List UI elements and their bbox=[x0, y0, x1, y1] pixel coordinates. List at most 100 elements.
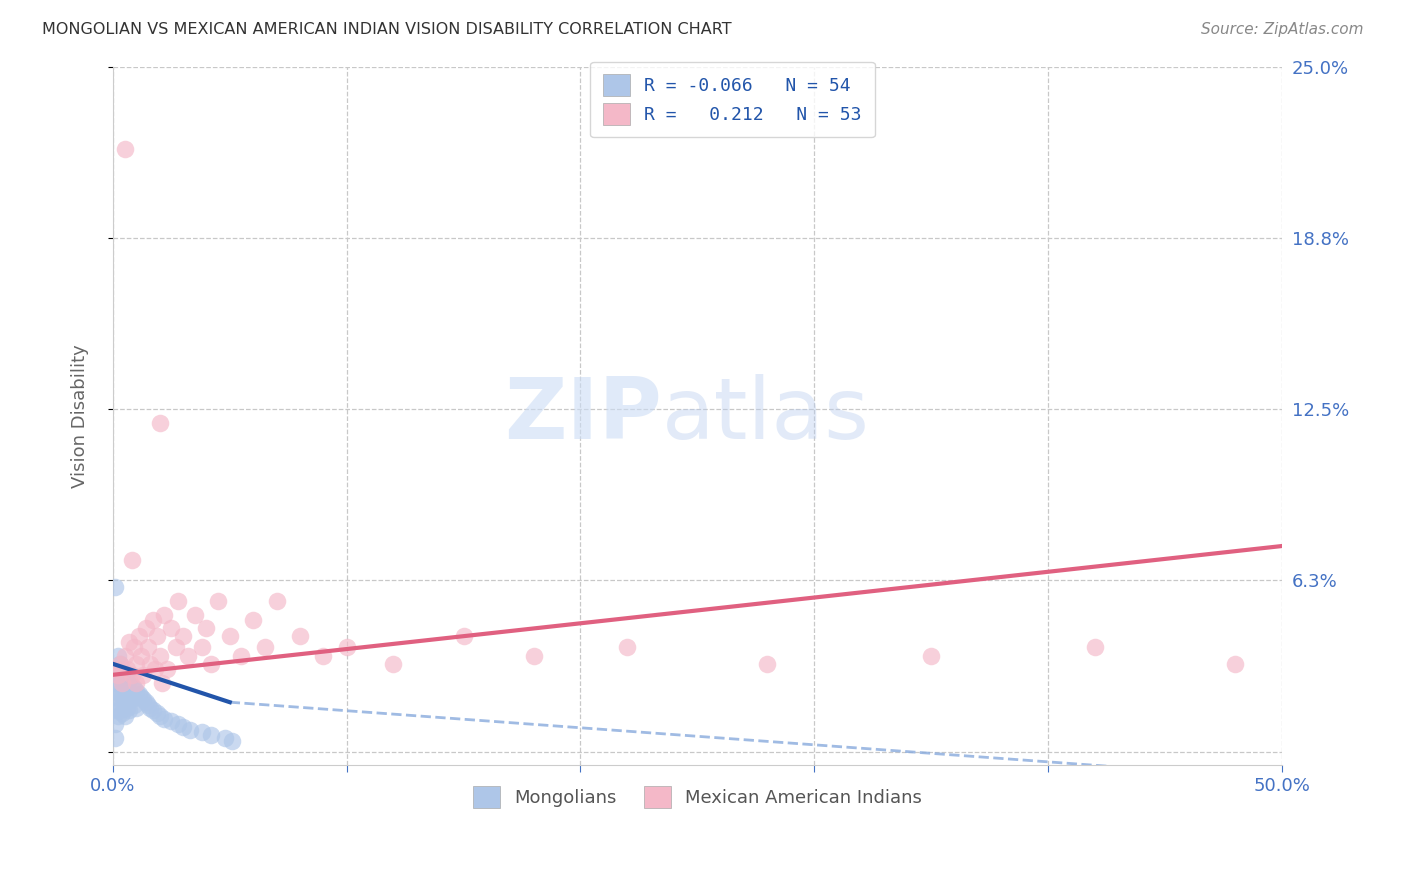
Point bbox=[115, 700, 138, 714]
Point bbox=[190, 725, 212, 739]
Point bbox=[121, 692, 143, 706]
Point bbox=[167, 717, 190, 731]
Point bbox=[114, 681, 136, 696]
Point bbox=[111, 676, 134, 690]
Point bbox=[107, 648, 129, 663]
Point bbox=[312, 648, 335, 663]
Point bbox=[1084, 640, 1107, 655]
Point bbox=[143, 662, 166, 676]
Point bbox=[149, 709, 172, 723]
Point bbox=[453, 630, 475, 644]
Point bbox=[122, 698, 145, 712]
Text: Source: ZipAtlas.com: Source: ZipAtlas.com bbox=[1201, 22, 1364, 37]
Point bbox=[122, 640, 145, 655]
Text: MONGOLIAN VS MEXICAN AMERICAN INDIAN VISION DISABILITY CORRELATION CHART: MONGOLIAN VS MEXICAN AMERICAN INDIAN VIS… bbox=[42, 22, 731, 37]
Point bbox=[183, 607, 205, 622]
Point bbox=[118, 703, 141, 717]
Point bbox=[214, 731, 236, 745]
Point bbox=[125, 684, 148, 698]
Point bbox=[104, 662, 127, 676]
Y-axis label: Vision Disability: Vision Disability bbox=[72, 344, 89, 488]
Point bbox=[108, 703, 131, 717]
Point bbox=[135, 695, 157, 709]
Point bbox=[195, 621, 218, 635]
Point bbox=[142, 613, 165, 627]
Point bbox=[111, 690, 134, 704]
Point bbox=[149, 416, 172, 430]
Point bbox=[114, 668, 136, 682]
Point bbox=[115, 662, 138, 676]
Point bbox=[231, 648, 253, 663]
Point bbox=[160, 621, 183, 635]
Point bbox=[108, 657, 131, 671]
Point bbox=[114, 695, 136, 709]
Point bbox=[132, 692, 155, 706]
Legend: Mongolians, Mexican American Indians: Mongolians, Mexican American Indians bbox=[465, 779, 929, 815]
Point bbox=[132, 668, 155, 682]
Text: ZIP: ZIP bbox=[505, 375, 662, 458]
Point bbox=[200, 728, 222, 742]
Point bbox=[104, 580, 127, 594]
Point bbox=[125, 657, 148, 671]
Point bbox=[115, 684, 138, 698]
Point bbox=[136, 640, 159, 655]
Point bbox=[190, 640, 212, 655]
Point bbox=[153, 712, 176, 726]
Point bbox=[150, 676, 173, 690]
Point bbox=[104, 703, 127, 717]
Point bbox=[756, 657, 779, 671]
Point bbox=[121, 553, 143, 567]
Point bbox=[129, 648, 152, 663]
Point bbox=[111, 662, 134, 676]
Point bbox=[207, 594, 229, 608]
Point bbox=[1223, 657, 1246, 671]
Point bbox=[165, 640, 187, 655]
Point bbox=[104, 731, 127, 745]
Point bbox=[108, 657, 131, 671]
Point bbox=[382, 657, 405, 671]
Point bbox=[114, 709, 136, 723]
Point bbox=[142, 703, 165, 717]
Point bbox=[242, 613, 264, 627]
Point bbox=[121, 668, 143, 682]
Point bbox=[122, 681, 145, 696]
Point bbox=[172, 720, 194, 734]
Point bbox=[104, 690, 127, 704]
Point bbox=[107, 684, 129, 698]
Point bbox=[920, 648, 942, 663]
Point bbox=[125, 676, 148, 690]
Point bbox=[108, 673, 131, 688]
Point bbox=[115, 671, 138, 685]
Point bbox=[616, 640, 638, 655]
Point bbox=[118, 673, 141, 688]
Point bbox=[146, 630, 169, 644]
Point bbox=[221, 733, 243, 747]
Point bbox=[108, 687, 131, 701]
Point bbox=[125, 700, 148, 714]
Point bbox=[107, 695, 129, 709]
Point bbox=[146, 706, 169, 720]
Point bbox=[107, 668, 129, 682]
Point bbox=[149, 648, 172, 663]
Point bbox=[523, 648, 546, 663]
Point bbox=[156, 662, 179, 676]
Point bbox=[111, 676, 134, 690]
Point bbox=[179, 723, 201, 737]
Point bbox=[167, 594, 190, 608]
Point bbox=[153, 607, 176, 622]
Point bbox=[200, 657, 222, 671]
Point bbox=[114, 648, 136, 663]
Point bbox=[128, 687, 150, 701]
Point bbox=[218, 630, 240, 644]
Point bbox=[118, 635, 141, 649]
Point bbox=[107, 668, 129, 682]
Point bbox=[118, 690, 141, 704]
Point bbox=[128, 630, 150, 644]
Point bbox=[107, 709, 129, 723]
Point bbox=[111, 706, 134, 720]
Point bbox=[266, 594, 288, 608]
Point bbox=[104, 717, 127, 731]
Point bbox=[135, 621, 157, 635]
Point bbox=[139, 657, 162, 671]
Point bbox=[104, 662, 127, 676]
